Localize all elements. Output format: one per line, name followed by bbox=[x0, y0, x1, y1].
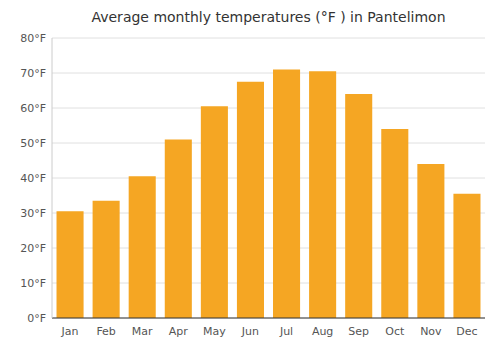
bar bbox=[381, 129, 408, 318]
bar bbox=[237, 82, 264, 318]
bar bbox=[345, 94, 372, 318]
x-tick-label: Feb bbox=[96, 325, 115, 338]
bar bbox=[453, 194, 480, 318]
grid-line bbox=[52, 108, 485, 109]
x-tick-label: Jun bbox=[241, 325, 259, 338]
bar bbox=[57, 211, 84, 318]
bars bbox=[57, 70, 481, 319]
x-tick-label: Mar bbox=[132, 325, 153, 338]
grid-line bbox=[52, 38, 485, 39]
y-tick-label: 20°F bbox=[20, 242, 46, 255]
grid-line bbox=[52, 318, 485, 319]
x-tick-label: Apr bbox=[169, 325, 189, 338]
bar bbox=[273, 70, 300, 319]
x-axis-line bbox=[52, 318, 485, 319]
bar bbox=[129, 176, 156, 318]
x-tick-label: Dec bbox=[456, 325, 477, 338]
y-tick-label: 60°F bbox=[20, 102, 46, 115]
chart-svg: Average monthly temperatures (°F ) in Pa… bbox=[0, 0, 500, 350]
y-tick-label: 70°F bbox=[20, 67, 46, 80]
y-grid bbox=[52, 38, 485, 318]
x-tick-label: Jan bbox=[61, 325, 79, 338]
y-tick-label: 80°F bbox=[20, 32, 46, 45]
x-tick-label: Sep bbox=[348, 325, 369, 338]
y-tick-label: 30°F bbox=[20, 207, 46, 220]
bar bbox=[417, 164, 444, 318]
x-tick-label: Jul bbox=[279, 325, 293, 338]
x-tick-label: May bbox=[203, 325, 226, 338]
chart-container: Average monthly temperatures (°F ) in Pa… bbox=[0, 0, 500, 350]
y-axis-line bbox=[52, 38, 53, 318]
y-tick-label: 40°F bbox=[20, 172, 46, 185]
y-tick-label: 50°F bbox=[20, 137, 46, 150]
title: Average monthly temperatures (°F ) in Pa… bbox=[91, 9, 445, 25]
bar bbox=[309, 71, 336, 318]
y-tick-label: 0°F bbox=[27, 312, 46, 325]
x-tick-label: Aug bbox=[312, 325, 333, 338]
bar bbox=[165, 140, 192, 319]
x-tick-label: Oct bbox=[385, 325, 405, 338]
x-tick-label: Nov bbox=[420, 325, 442, 338]
grid-line bbox=[52, 143, 485, 144]
grid-line bbox=[52, 73, 485, 74]
bar bbox=[93, 201, 120, 318]
y-tick-label: 10°F bbox=[20, 277, 46, 290]
bar bbox=[201, 106, 228, 318]
